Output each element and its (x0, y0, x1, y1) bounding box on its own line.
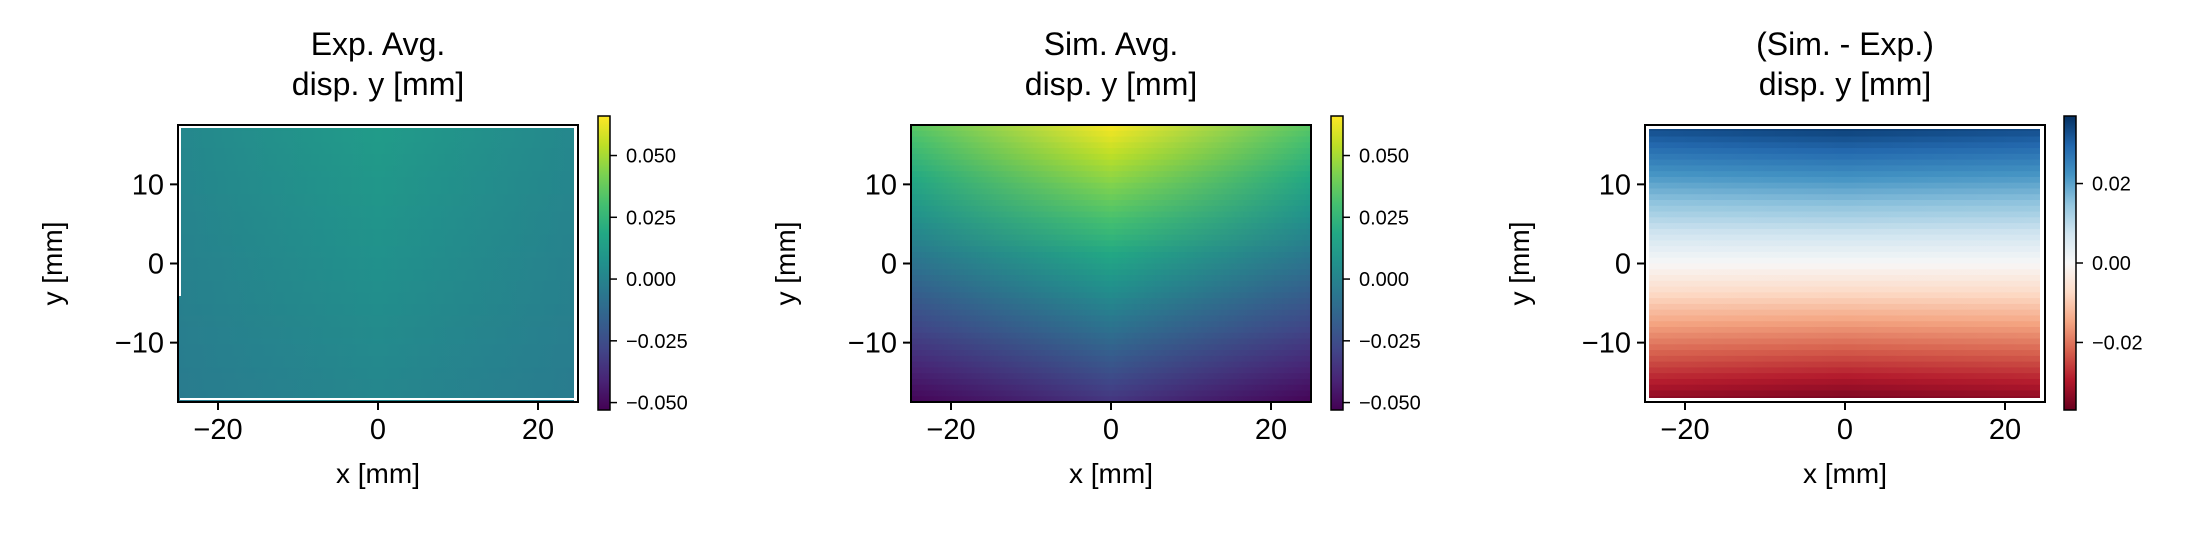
data-gap-right (574, 126, 577, 401)
colorbar-tick-label: 0.025 (1359, 207, 1409, 229)
colorbar-tick-label: −0.050 (1359, 393, 1421, 415)
data-gap-top (180, 126, 576, 128)
x-axis-label: x [mm] (1803, 458, 1887, 489)
x-tick-label: 20 (1255, 414, 1287, 446)
chart-title: Exp. Avg. (311, 26, 446, 62)
y-tick-label: 0 (1615, 249, 1631, 281)
heatmap-image-2 (911, 125, 1311, 403)
chart-title: (Sim. - Exp.) (1756, 26, 1934, 62)
chart-subtitle: disp. y [mm] (1759, 66, 1931, 102)
y-tick-label: 0 (881, 249, 897, 281)
colorbar-tick-label: −0.025 (1359, 331, 1421, 353)
colorbar-tick-label: 0.025 (626, 207, 676, 229)
panel-1: −20 0 20 −10 0 10 Exp. Avg. disp. y [mm] x [mm] y… (37, 26, 688, 489)
x-tick-label: 20 (522, 414, 554, 446)
colorbar-tick-label: 0.02 (2092, 174, 2131, 196)
y-tick-label: 10 (865, 169, 897, 201)
x-tick-label: 20 (1989, 414, 2021, 446)
y-tick-label: −10 (848, 328, 897, 360)
x-tick-label: 0 (370, 414, 386, 446)
colorbar-tick-label: 0.050 (1359, 146, 1409, 168)
colorbar-tick-label: 0.000 (1359, 269, 1409, 291)
colorbar-tick-label: −0.02 (2092, 332, 2143, 354)
chart-subtitle: disp. y [mm] (292, 66, 464, 102)
y-axis-label: y [mm] (1504, 222, 1535, 306)
data-gap-top (1646, 126, 2044, 129)
data-gap-left (1646, 126, 1649, 401)
colorbar-frame (1330, 115, 1344, 411)
colorbar-tick-label: 0.000 (626, 269, 676, 291)
x-tick-label: 0 (1103, 414, 1119, 446)
x-tick-label: −20 (1660, 414, 1709, 446)
data-gap-right (2040, 126, 2044, 401)
y-axis-label: y [mm] (770, 222, 801, 306)
panel-2: −20 0 20 −10 0 10 Sim. Avg. disp. y [mm] x [mm] y… (770, 26, 1421, 489)
chart-title: Sim. Avg. (1044, 26, 1179, 62)
colorbar-tick-label: −0.050 (626, 393, 688, 415)
colorbar-1 (598, 116, 610, 410)
colorbar-tick-label: 0.00 (2092, 253, 2131, 275)
y-tick-label: −10 (115, 328, 164, 360)
y-tick-label: 10 (132, 169, 164, 201)
y-tick-label: 10 (1599, 169, 1631, 201)
colorbar-2 (1331, 116, 1343, 410)
x-tick-label: 0 (1837, 414, 1853, 446)
x-tick-label: −20 (193, 414, 242, 446)
y-tick-label: 0 (148, 249, 164, 281)
colorbar-tick-label: −0.025 (626, 331, 688, 353)
x-tick-label: −20 (926, 414, 975, 446)
x-axis-label: x [mm] (1069, 458, 1153, 489)
x-axis-label: x [mm] (336, 458, 420, 489)
chart-subtitle: disp. y [mm] (1025, 66, 1197, 102)
data-gap-bottom (1646, 398, 2044, 401)
heatmap-image-1 (178, 125, 578, 403)
y-tick-label: −10 (1582, 328, 1631, 360)
data-gap-left (179, 126, 181, 296)
data-gap-bottom (180, 398, 576, 400)
colorbar-3 (2064, 116, 2076, 410)
colorbar-tick-label: 0.050 (626, 146, 676, 168)
panel-3: −20 0 20 −10 0 10 (Sim. - Exp.) disp. y [mm] x [… (1504, 26, 2143, 489)
y-axis-label: y [mm] (37, 222, 68, 306)
heatmap-image-3 (1645, 125, 2045, 403)
colorbar-frame (597, 115, 611, 411)
